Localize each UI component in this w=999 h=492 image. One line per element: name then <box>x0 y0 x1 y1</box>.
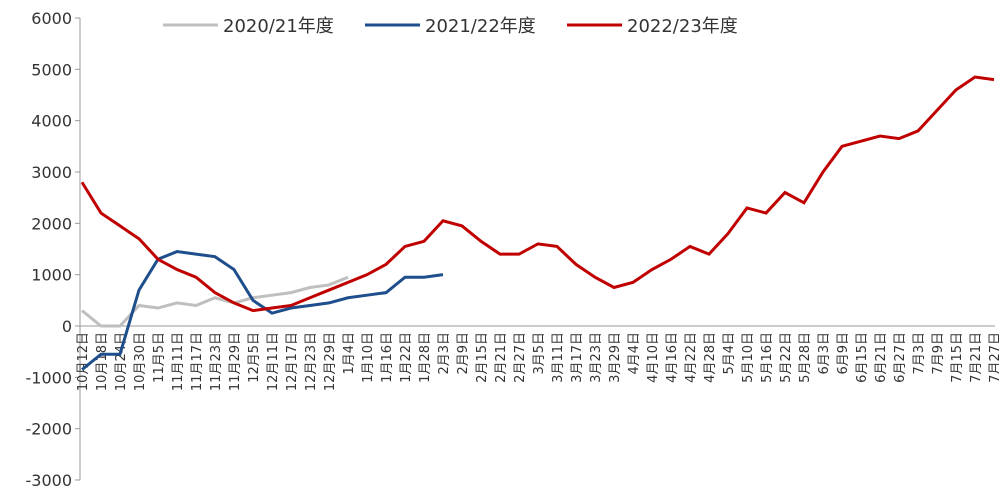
x-tick-label: 6月9日 <box>836 332 851 375</box>
x-tick-label: 11月5日 <box>152 332 167 383</box>
x-tick-label: 12月11日 <box>266 332 281 391</box>
y-tick-label: 3000 <box>31 163 72 182</box>
x-tick-label: 3月11日 <box>551 332 566 383</box>
x-tick-label: 4月22日 <box>684 332 699 383</box>
x-tick-label: 5月16日 <box>760 332 775 383</box>
x-tick-label: 2月3日 <box>437 332 452 375</box>
x-tick-label: 6月21日 <box>874 332 889 383</box>
x-tick-label: 6月15日 <box>855 332 870 383</box>
y-tick-label: 2000 <box>31 214 72 233</box>
x-tick-label: 11月11日 <box>171 332 186 391</box>
x-tick-label: 10月30日 <box>133 332 148 391</box>
x-tick-label: 5月10日 <box>741 332 756 383</box>
x-tick-label: 2月9日 <box>456 332 471 375</box>
x-tick-label: 4月28日 <box>703 332 718 383</box>
y-tick-label: -3000 <box>26 471 73 490</box>
x-tick-label: 6月27日 <box>893 332 908 383</box>
y-tick-label: -1000 <box>26 368 73 387</box>
x-tick-label: 1月4日 <box>342 332 357 375</box>
x-tick-label: 5月22日 <box>779 332 794 383</box>
y-tick-label: 1000 <box>31 266 72 285</box>
x-tick-label: 5月4日 <box>722 332 737 375</box>
x-tick-label: 12月5日 <box>247 332 262 383</box>
y-tick-label: 5000 <box>31 60 72 79</box>
x-tick-label: 7月21日 <box>969 332 984 383</box>
x-tick-label: 1月16日 <box>380 332 395 383</box>
x-tick-label: 2月21日 <box>494 332 509 383</box>
legend-label: 2020/21年度 <box>223 16 334 37</box>
x-tick-label: 11月23日 <box>209 332 224 391</box>
x-tick-label: 5月28日 <box>798 332 813 383</box>
x-tick-label: 2月27日 <box>513 332 528 383</box>
x-tick-label: 10月18日 <box>95 332 110 391</box>
x-tick-label: 12月17日 <box>285 332 300 391</box>
y-tick-label: 4000 <box>31 112 72 131</box>
x-tick-label: 2月15日 <box>475 332 490 383</box>
x-tick-label: 12月23日 <box>304 332 319 391</box>
x-tick-label: 6月3日 <box>817 332 832 375</box>
line <box>81 275 349 328</box>
y-tick-label: 6000 <box>31 9 72 28</box>
legend-label: 2021/22年度 <box>425 16 536 37</box>
x-tick-label: 4月10日 <box>646 332 661 383</box>
x-tick-label: 4月4日 <box>627 332 642 375</box>
x-tick-label: 7月27日 <box>988 332 999 383</box>
y-tick-label: -2000 <box>26 420 73 439</box>
x-tick-label: 11月29日 <box>228 332 243 391</box>
x-tick-label: 3月29日 <box>608 332 623 383</box>
x-tick-label: 10月24日 <box>114 332 129 391</box>
x-tick-label: 1月28日 <box>418 332 433 383</box>
x-tick-label: 7月9日 <box>931 332 946 375</box>
x-tick-label: 7月15日 <box>950 332 965 383</box>
x-tick-label: 11月17日 <box>190 332 205 391</box>
y-tick-label: 0 <box>62 317 72 336</box>
x-tick-label: 3月5日 <box>532 332 547 375</box>
x-tick-label: 3月23日 <box>589 332 604 383</box>
x-tick-label: 12月29日 <box>323 332 338 391</box>
x-tick-label: 1月10日 <box>361 332 376 383</box>
x-tick-label: 7月3日 <box>912 332 927 375</box>
x-tick-label: 1月22日 <box>399 332 414 383</box>
legend-label: 2022/23年度 <box>627 16 738 37</box>
x-tick-label: 10月12日 <box>76 332 91 391</box>
line <box>81 250 444 371</box>
x-tick-label: 4月16日 <box>665 332 680 383</box>
x-tick-label: 3月17日 <box>570 332 585 383</box>
line <box>80 75 995 313</box>
